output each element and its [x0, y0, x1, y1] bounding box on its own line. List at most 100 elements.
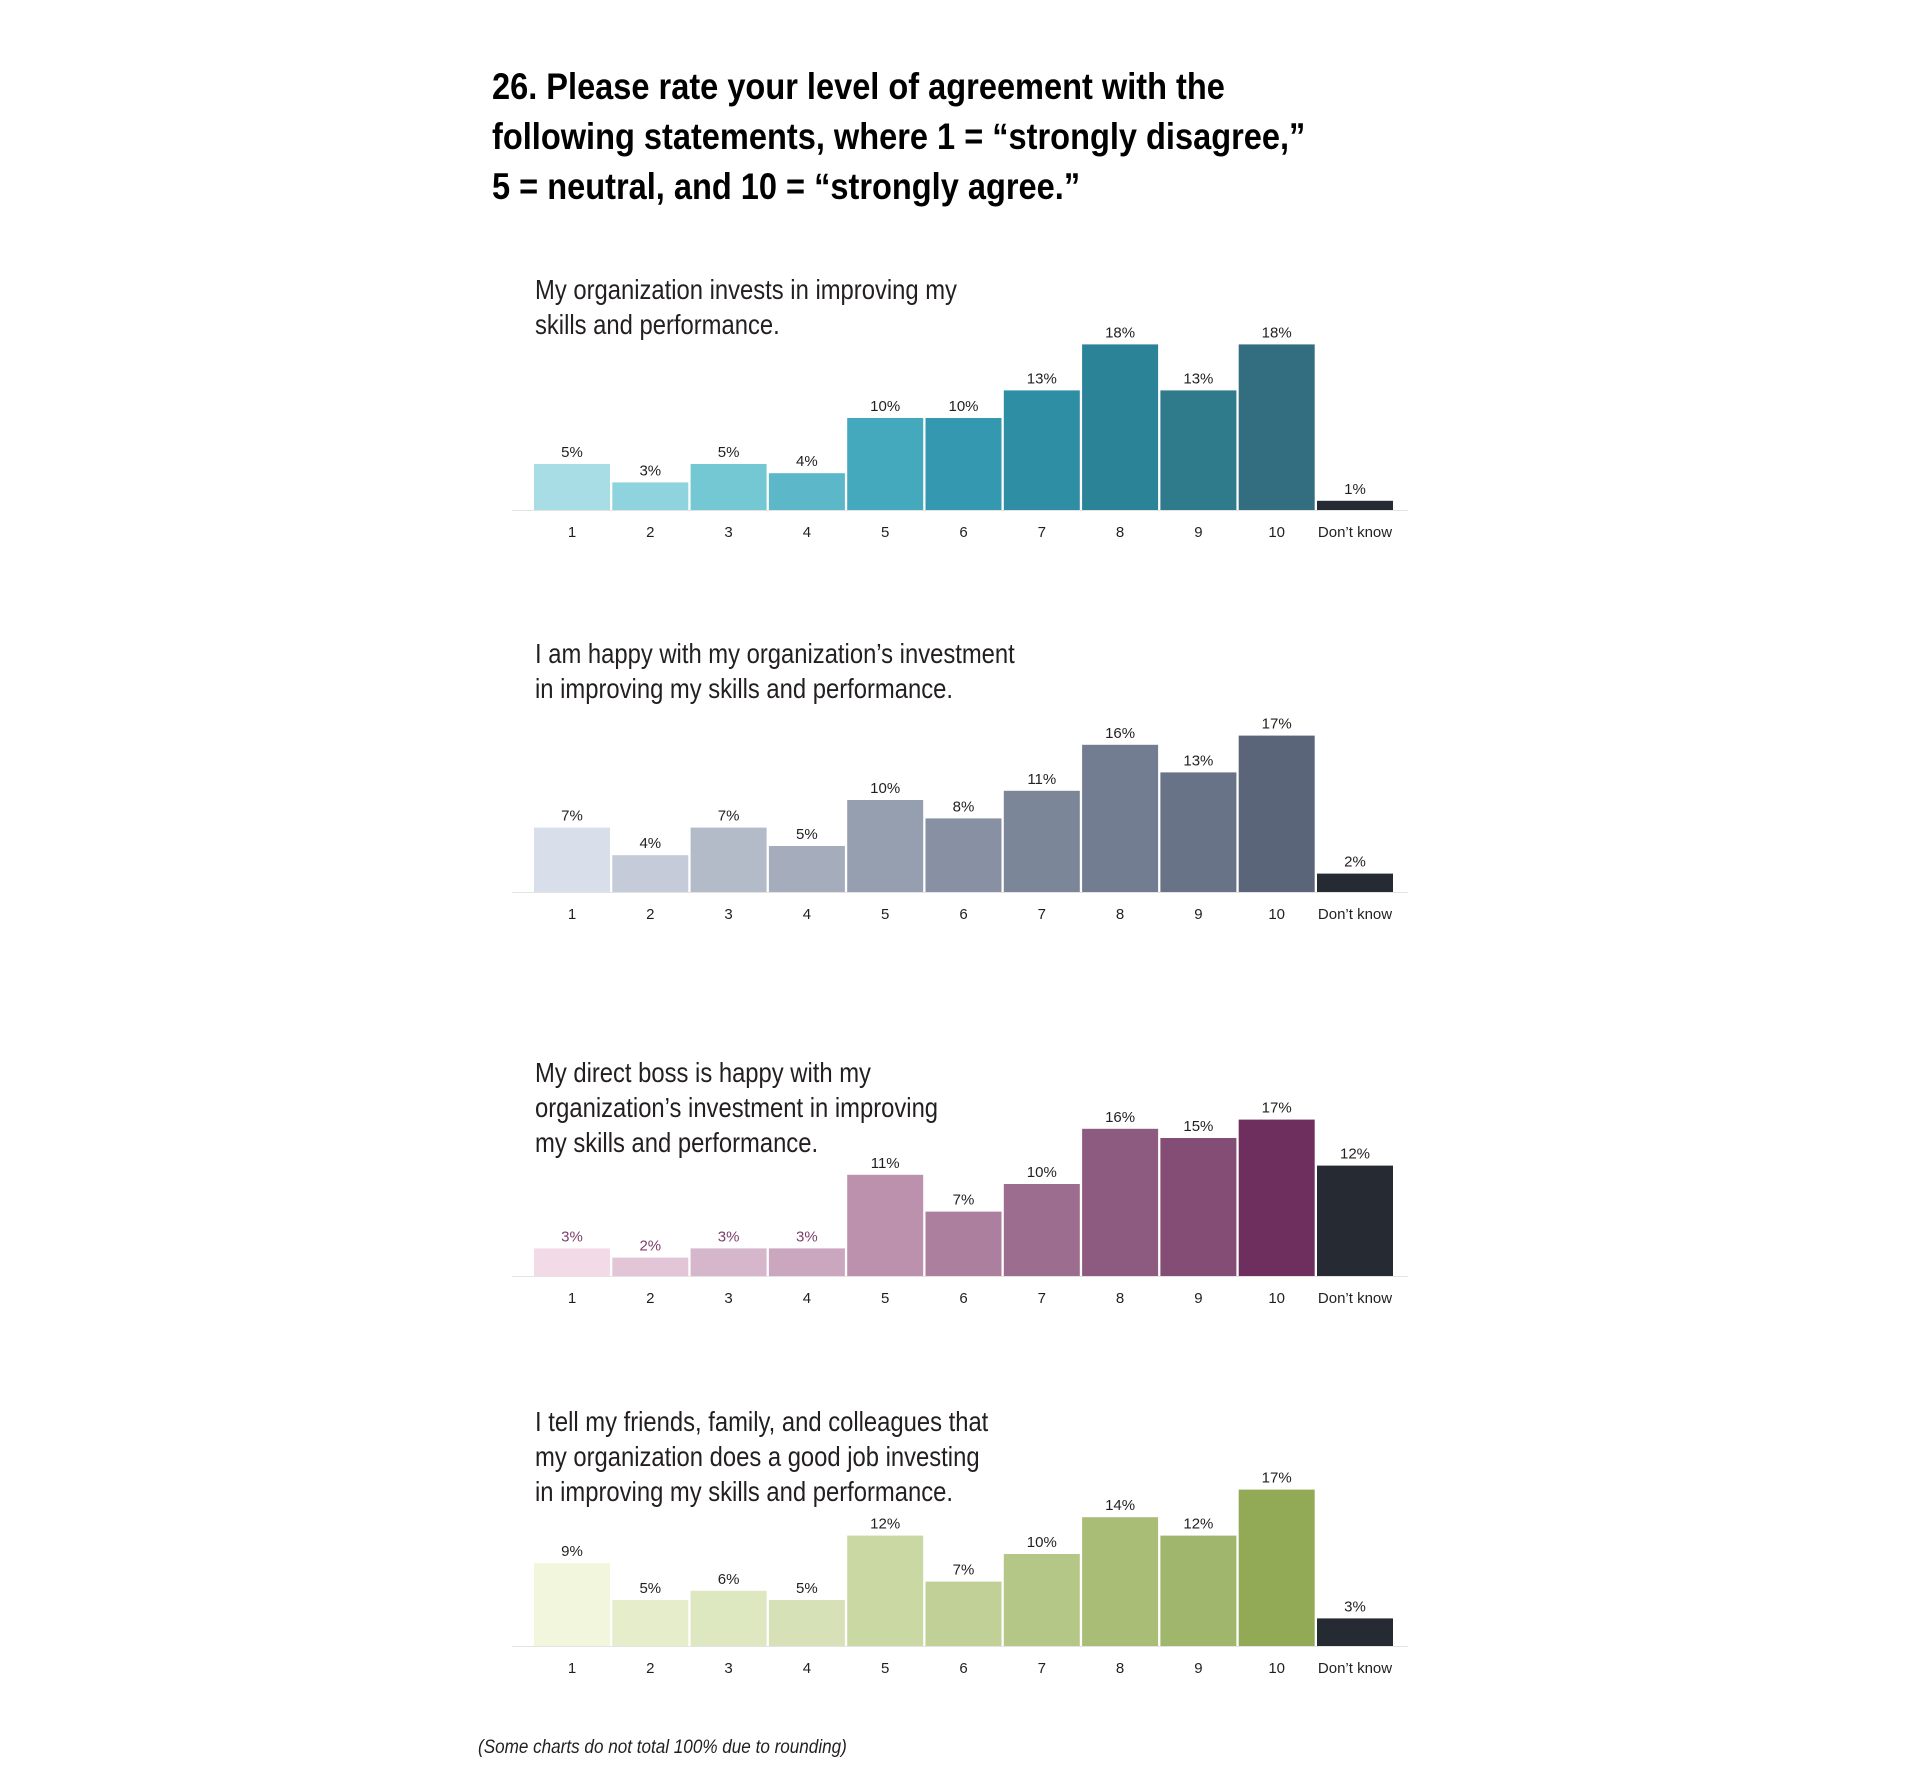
value-label: 12%	[870, 1516, 900, 1533]
value-label: 6%	[718, 1571, 740, 1588]
tick-label: 9	[1194, 1660, 1202, 1677]
bar	[847, 418, 924, 510]
bar	[690, 1248, 767, 1276]
bar	[534, 1563, 610, 1646]
bar	[1003, 1554, 1080, 1646]
statement-line: My organization invests in improving my	[535, 274, 957, 305]
bar	[1238, 1489, 1315, 1646]
page-title: 26. Please rate your level of agreement …	[492, 62, 1337, 212]
bar	[612, 855, 689, 892]
value-label: 15%	[1183, 1118, 1213, 1135]
value-label: 4%	[796, 453, 818, 470]
title-line: 26. Please rate your level of agreement …	[492, 66, 1225, 107]
bar	[1238, 1119, 1315, 1276]
tick-label: 10	[1268, 906, 1285, 923]
bar	[1003, 1184, 1080, 1276]
tick-label: 1	[568, 524, 576, 541]
value-label: 13%	[1183, 370, 1213, 387]
value-label: 10%	[1027, 1534, 1057, 1551]
statement-line: my skills and performance.	[535, 1127, 819, 1158]
value-label: 2%	[639, 1238, 661, 1255]
value-label: 5%	[796, 1580, 818, 1597]
bar	[925, 1581, 1002, 1646]
chart-1-bars: 5%13%25%34%410%510%613%718%813%918%101%D…	[512, 324, 1408, 541]
footnote: (Some charts do not total 100% due to ro…	[478, 1737, 847, 1758]
bar	[768, 1600, 845, 1646]
tick-label: 1	[568, 1290, 576, 1307]
bar	[1082, 1128, 1159, 1276]
statement-line: in improving my skills and performance.	[535, 673, 953, 704]
tick-label: 1	[568, 1660, 576, 1677]
value-label: 14%	[1105, 1497, 1135, 1514]
value-label: 10%	[948, 398, 978, 415]
bar	[925, 1211, 1002, 1276]
bar	[1082, 1517, 1159, 1646]
chart-3-statement: My direct boss is happy with my organiza…	[535, 1055, 1045, 1160]
bar	[1317, 873, 1393, 892]
value-label: 11%	[1027, 771, 1056, 788]
value-label: 11%	[871, 1155, 900, 1172]
value-label: 16%	[1105, 725, 1135, 742]
value-label: 3%	[1344, 1598, 1366, 1615]
value-label: 5%	[718, 444, 740, 461]
tick-label: 6	[959, 1660, 967, 1677]
bar	[768, 473, 845, 510]
chart-4-statement: I tell my friends, family, and colleague…	[535, 1404, 1045, 1509]
value-label: 7%	[561, 808, 583, 825]
bar	[1160, 390, 1237, 510]
tick-label: 7	[1038, 906, 1046, 923]
value-label: 10%	[1027, 1164, 1057, 1181]
bar	[768, 846, 845, 892]
bar	[534, 464, 610, 510]
value-label: 18%	[1105, 324, 1135, 341]
tick-label: Don’t know	[1318, 1290, 1392, 1307]
value-label: 5%	[639, 1580, 661, 1597]
bar	[690, 827, 767, 892]
value-label: 12%	[1183, 1516, 1213, 1533]
tick-label: 9	[1194, 906, 1202, 923]
bar	[1082, 744, 1159, 892]
tick-label: 3	[724, 1290, 732, 1307]
bar	[534, 1248, 610, 1276]
bar	[847, 800, 924, 892]
value-label: 17%	[1262, 716, 1292, 733]
bar	[1160, 1535, 1237, 1646]
bar	[690, 1590, 767, 1646]
tick-label: 6	[959, 906, 967, 923]
tick-label: 6	[959, 1290, 967, 1307]
value-label: 9%	[561, 1543, 583, 1560]
tick-label: 10	[1268, 524, 1285, 541]
bar	[1238, 344, 1315, 510]
statement-line: I am happy with my organization’s invest…	[535, 638, 1015, 669]
tick-label: 1	[568, 906, 576, 923]
bar	[1317, 1618, 1393, 1646]
value-label: 16%	[1105, 1109, 1135, 1126]
tick-label: 4	[803, 906, 811, 923]
chart-2-bars: 7% 1 4% 2 7% 3 5% 4 10% 5 8% 6 11% 7 16% 8 13% 9 17% 10 2% Do…	[512, 716, 1408, 923]
value-label: 5%	[561, 444, 583, 461]
value-label: 7%	[953, 1192, 975, 1209]
bar	[1160, 772, 1237, 892]
value-label: 17%	[1262, 1100, 1292, 1117]
bar	[690, 464, 767, 510]
tick-label: 7	[1038, 1290, 1046, 1307]
value-label: 13%	[1027, 370, 1057, 387]
tick-label: 2	[646, 906, 654, 923]
tick-label: 10	[1268, 1290, 1285, 1307]
bar	[847, 1535, 924, 1646]
statement-line: in improving my skills and performance.	[535, 1476, 953, 1507]
bar	[925, 818, 1002, 892]
title-line: 5 = neutral, and 10 = “strongly agree.”	[492, 166, 1081, 207]
tick-label: 8	[1116, 524, 1124, 541]
value-label: 7%	[718, 808, 740, 825]
tick-label: Don’t know	[1318, 524, 1392, 541]
value-label: 5%	[796, 826, 818, 843]
value-label: 2%	[1344, 854, 1366, 871]
tick-label: 3	[724, 906, 732, 923]
tick-label: 5	[881, 1290, 889, 1307]
statement-line: my organization does a good job investin…	[535, 1441, 980, 1472]
statement-line: My direct boss is happy with my	[535, 1057, 871, 1088]
statement-line: skills and performance.	[535, 309, 780, 340]
value-label: 12%	[1340, 1146, 1370, 1163]
tick-label: 7	[1038, 524, 1046, 541]
